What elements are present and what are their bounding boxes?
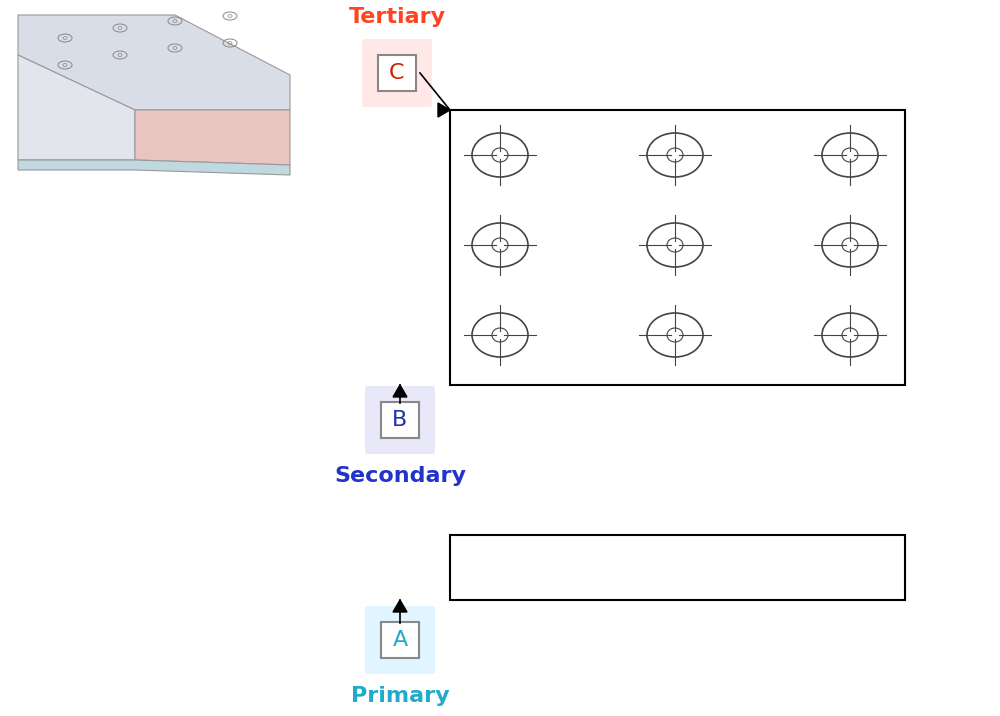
Text: C: C bbox=[389, 63, 405, 83]
Text: Primary: Primary bbox=[351, 686, 449, 706]
Polygon shape bbox=[393, 600, 407, 612]
Polygon shape bbox=[18, 160, 290, 175]
Text: B: B bbox=[392, 410, 408, 430]
Text: Secondary: Secondary bbox=[334, 466, 466, 486]
Text: A: A bbox=[392, 630, 408, 650]
FancyBboxPatch shape bbox=[362, 39, 432, 107]
FancyBboxPatch shape bbox=[365, 386, 435, 454]
Bar bbox=[450, 535, 905, 600]
Polygon shape bbox=[18, 55, 135, 160]
Text: Tertiary: Tertiary bbox=[348, 7, 446, 27]
Bar bbox=[381, 402, 419, 438]
Bar bbox=[450, 110, 905, 385]
Polygon shape bbox=[135, 110, 290, 165]
Bar bbox=[378, 55, 416, 91]
Polygon shape bbox=[18, 15, 290, 110]
FancyBboxPatch shape bbox=[365, 606, 435, 674]
Polygon shape bbox=[438, 103, 450, 117]
Polygon shape bbox=[393, 385, 407, 397]
Bar bbox=[381, 622, 419, 658]
